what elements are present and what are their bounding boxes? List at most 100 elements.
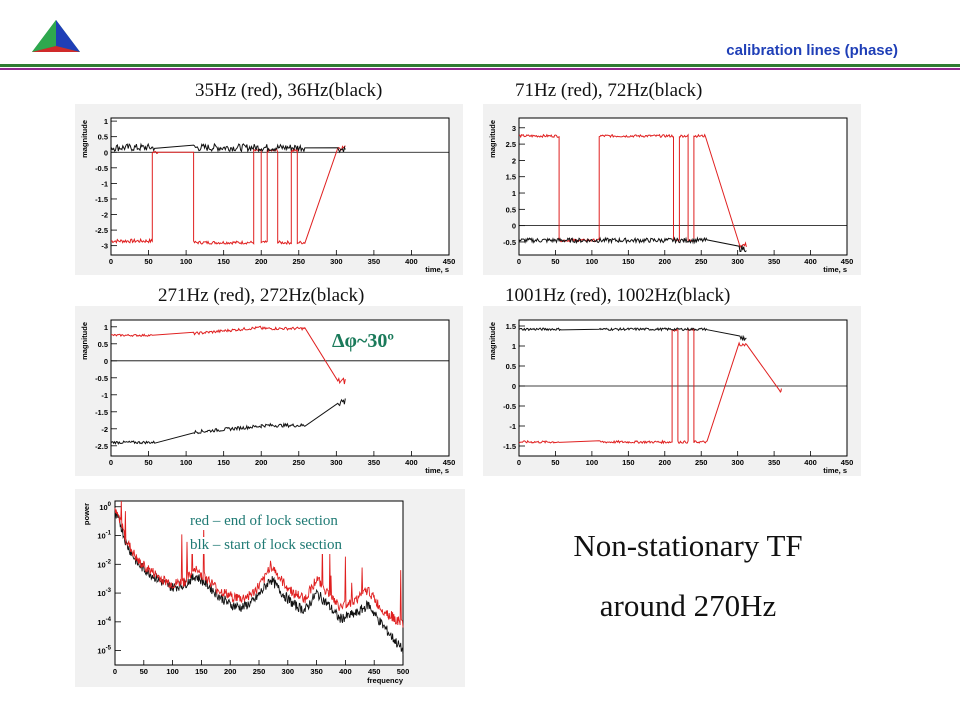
x-tick-label: 100 <box>586 458 599 467</box>
x-tick-label: 400 <box>405 257 418 266</box>
x-tick-label: 450 <box>443 458 456 467</box>
x-tick-label: 150 <box>622 458 635 467</box>
x-tick-label: 400 <box>405 458 418 467</box>
y-tick-label: 2 <box>512 156 516 165</box>
y-axis-label: power <box>82 503 91 525</box>
series-line-black <box>110 398 346 445</box>
x-tick-label: 200 <box>659 458 672 467</box>
x-tick-label: 400 <box>339 667 352 676</box>
pyramid-logo-icon <box>32 20 80 52</box>
x-axis-label: time, s <box>823 466 847 475</box>
y-tick-label: 100 <box>99 502 111 512</box>
y-tick-label: 1 <box>104 323 108 332</box>
series-line-black <box>110 142 346 154</box>
x-tick-label: 450 <box>443 257 456 266</box>
x-tick-label: 0 <box>113 667 117 676</box>
x-tick-label: 400 <box>804 257 817 266</box>
chart-panel-spectrum: 0 50 100 150 200 250 300 350 400 450 500 100 10-1 10-… <box>75 489 465 687</box>
x-tick-label: 300 <box>731 257 744 266</box>
y-tick-label: -0.5 <box>503 402 516 411</box>
x-tick-label: 0 <box>109 257 113 266</box>
y-tick-label: 2.5 <box>506 140 516 149</box>
y-axis-label: magnitude <box>80 120 89 158</box>
y-tick-label: 0.5 <box>98 340 108 349</box>
x-tick-label: 100 <box>180 458 193 467</box>
x-tick-label: 150 <box>217 257 230 266</box>
x-tick-label: 250 <box>695 257 708 266</box>
x-tick-label: 50 <box>551 458 559 467</box>
x-tick-label: 450 <box>368 667 381 676</box>
x-tick-label: 250 <box>293 257 306 266</box>
y-tick-label: 0.5 <box>506 205 516 214</box>
x-tick-label: 250 <box>253 667 266 676</box>
series-line-red <box>110 145 346 246</box>
y-tick-label: -0.5 <box>95 164 108 173</box>
slide-title: calibration lines (phase) <box>726 42 898 59</box>
y-tick-label: 0 <box>104 357 108 366</box>
y-tick-label: 1 <box>512 342 516 351</box>
y-tick-label: 1.5 <box>506 322 516 331</box>
x-tick-label: 350 <box>368 458 381 467</box>
x-tick-label: 350 <box>368 257 381 266</box>
plot-caption-271hz: 271Hz (red), 272Hz(black) <box>158 285 365 306</box>
chart-panel-271hz: 0 50 100 150 200 250 300 350 400 450 1 0.5 0 -0.5 -1 -1… <box>75 306 463 476</box>
x-tick-label: 350 <box>768 458 781 467</box>
spectrum-line-black <box>114 511 404 656</box>
x-tick-label: 50 <box>144 257 152 266</box>
y-tick-label: 1 <box>512 189 516 198</box>
plot-frame <box>110 319 450 457</box>
y-tick-label: 0.5 <box>506 362 516 371</box>
x-tick-label: 450 <box>841 257 854 266</box>
legend-entry-black: blk – start of lock section <box>188 537 345 554</box>
x-tick-label: 300 <box>731 458 744 467</box>
x-tick-label: 300 <box>282 667 295 676</box>
x-tick-label: 100 <box>586 257 599 266</box>
x-tick-label: 200 <box>255 257 268 266</box>
series-line-red <box>518 133 747 250</box>
y-tick-label: -1 <box>509 422 516 431</box>
x-tick-label: 350 <box>310 667 323 676</box>
y-axis-label: magnitude <box>80 322 89 360</box>
plot-frame <box>518 319 848 457</box>
x-tick-label: 200 <box>659 257 672 266</box>
x-tick-label: 250 <box>293 458 306 467</box>
x-tick-label: 200 <box>224 667 237 676</box>
y-tick-label: 10-3 <box>97 588 111 598</box>
y-axis-label: magnitude <box>488 322 497 360</box>
x-axis-label: time, s <box>425 466 449 475</box>
main-text-line1: Non-stationary TF <box>573 528 803 563</box>
y-tick-label: 10-5 <box>97 646 111 656</box>
x-tick-label: 50 <box>144 458 152 467</box>
x-tick-label: 500 <box>397 667 410 676</box>
x-tick-label: 150 <box>217 458 230 467</box>
phase-difference-annotation: Δφ~30º <box>332 330 395 352</box>
header-rule-top <box>0 64 960 67</box>
x-tick-label: 350 <box>768 257 781 266</box>
x-tick-label: 300 <box>330 257 343 266</box>
x-tick-label: 0 <box>517 257 521 266</box>
y-tick-label: -0.5 <box>503 238 516 247</box>
y-tick-label: 0 <box>512 382 516 391</box>
y-tick-label: 1 <box>104 117 108 126</box>
y-tick-label: -2.5 <box>95 226 108 235</box>
y-tick-label: 10-4 <box>97 617 111 627</box>
y-tick-label: -2.5 <box>95 442 108 451</box>
header-rule-bottom <box>0 68 960 70</box>
series-line-black <box>518 236 747 253</box>
x-tick-label: 100 <box>180 257 193 266</box>
y-tick-label: 0 <box>512 222 516 231</box>
y-tick-label: -2 <box>101 425 108 434</box>
x-tick-label: 450 <box>841 458 854 467</box>
x-tick-label: 400 <box>804 458 817 467</box>
plot-caption-71hz: 71Hz (red), 72Hz(black) <box>515 80 703 101</box>
y-axis-label: magnitude <box>488 120 497 158</box>
y-tick-label: 1.5 <box>506 173 516 182</box>
x-tick-label: 150 <box>622 257 635 266</box>
chart-panel-71hz: 0 50 100 150 200 250 300 350 400 450 3 2.5 2 1.5 1 0.5 0… <box>483 104 861 275</box>
x-axis-label: frequency <box>367 676 404 685</box>
spectrum-line-red <box>114 500 404 628</box>
y-tick-label: -1.5 <box>95 408 108 417</box>
y-tick-label: 3 <box>512 124 516 133</box>
chart-panel-35hz: 0 50 100 150 200 250 300 350 400 450 1 0.5 0 -0.5 -1 -1… <box>75 104 463 275</box>
x-tick-label: 200 <box>255 458 268 467</box>
